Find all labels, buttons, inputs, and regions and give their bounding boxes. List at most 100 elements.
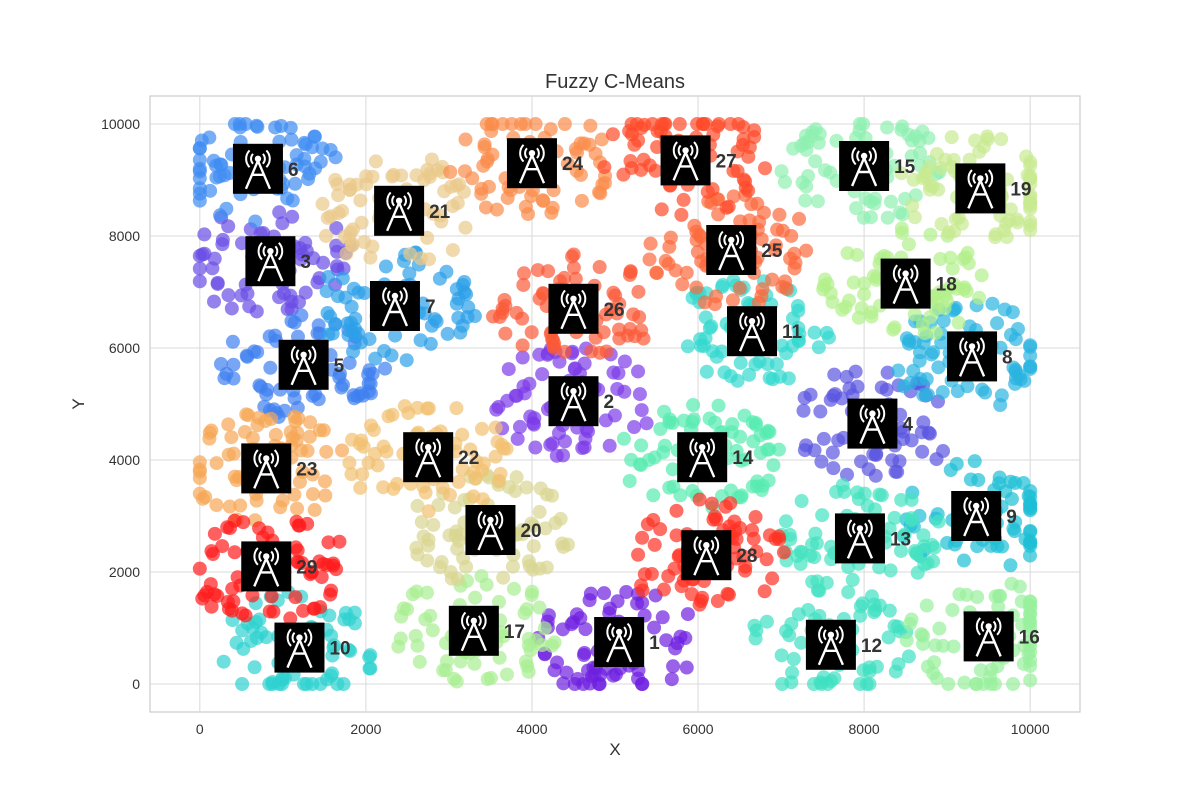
data-point: [1023, 673, 1038, 688]
data-point: [459, 559, 474, 574]
data-point: [692, 227, 707, 242]
data-point: [249, 493, 264, 508]
data-point: [497, 292, 512, 307]
data-point: [221, 417, 236, 432]
data-point: [449, 296, 464, 311]
data-point: [928, 325, 943, 340]
data-point: [419, 585, 434, 600]
data-point: [204, 599, 219, 614]
data-point: [960, 379, 975, 394]
data-point: [902, 333, 917, 348]
data-point: [355, 467, 370, 482]
tower-beacon: [869, 410, 876, 417]
data-point: [925, 537, 940, 552]
data-point: [915, 444, 930, 459]
data-point: [519, 480, 534, 495]
y-tick-label: 2000: [109, 564, 140, 580]
data-point: [1008, 376, 1023, 391]
data-point: [224, 301, 239, 316]
data-point: [291, 295, 306, 310]
data-point: [274, 677, 289, 691]
tower-legs: [846, 529, 874, 559]
data-point: [297, 151, 312, 166]
data-point: [926, 666, 941, 681]
data-point: [679, 265, 694, 280]
tower-beacon: [263, 553, 270, 560]
data-point: [425, 623, 440, 638]
data-point: [583, 118, 598, 133]
data-point: [313, 154, 328, 169]
data-point: [786, 652, 801, 667]
data-point: [526, 539, 541, 554]
data-point: [275, 216, 290, 231]
data-point: [556, 448, 571, 463]
data-point: [648, 163, 663, 178]
data-point: [905, 198, 920, 213]
data-point: [631, 133, 646, 148]
data-point: [307, 502, 322, 517]
wave-right: [577, 293, 582, 305]
data-point: [741, 149, 756, 164]
data-point: [960, 245, 975, 260]
data-point: [220, 594, 235, 609]
data-point: [538, 521, 553, 536]
radio-tower-icon: [548, 283, 599, 334]
data-point: [1010, 215, 1025, 230]
data-point: [501, 362, 516, 377]
data-point: [658, 117, 673, 131]
data-point: [602, 606, 617, 621]
data-point: [956, 553, 971, 568]
data-point: [867, 502, 882, 517]
data-point: [799, 243, 814, 258]
tower-legs: [851, 157, 878, 187]
data-point: [926, 345, 941, 360]
data-point: [1023, 489, 1038, 504]
data-point: [206, 153, 221, 168]
data-point: [316, 423, 331, 438]
data-point: [379, 444, 394, 459]
data-point: [640, 517, 655, 532]
data-point: [881, 630, 896, 645]
tower-legs: [560, 392, 587, 422]
data-point: [368, 154, 383, 169]
data-point: [326, 556, 341, 571]
tower-legs: [381, 297, 409, 327]
data-point: [792, 211, 807, 226]
wave-right: [913, 264, 919, 283]
tower-label: 2: [603, 392, 614, 413]
data-point: [274, 118, 289, 133]
data-point: [192, 152, 207, 167]
data-point: [721, 199, 736, 214]
wave-left: [519, 144, 525, 163]
data-point: [526, 417, 541, 432]
data-point: [872, 560, 887, 575]
tower-11: 11: [727, 306, 803, 357]
data-point: [857, 276, 872, 291]
data-point: [899, 633, 914, 648]
data-point: [897, 527, 912, 542]
wave-right: [709, 438, 715, 457]
data-point: [766, 458, 781, 473]
wave-left: [980, 620, 985, 632]
data-point: [619, 584, 634, 599]
tower-6: 6: [232, 143, 299, 194]
wave-right: [992, 620, 997, 632]
data-point: [557, 434, 572, 449]
data-point: [566, 615, 581, 630]
data-point: [386, 481, 401, 496]
data-point: [916, 415, 931, 430]
data-point: [237, 424, 252, 439]
radio-tower-icon: [727, 306, 778, 357]
data-point: [227, 545, 242, 560]
data-point: [778, 274, 793, 289]
data-point: [690, 245, 705, 260]
tower-label: 16: [1019, 627, 1040, 648]
data-point: [250, 119, 265, 134]
radio-tower-icon: [465, 505, 516, 555]
data-point: [749, 544, 764, 559]
data-point: [593, 186, 608, 201]
data-point: [818, 163, 833, 178]
data-point: [814, 454, 829, 469]
y-tick-label: 4000: [109, 452, 140, 468]
data-point: [856, 663, 871, 678]
